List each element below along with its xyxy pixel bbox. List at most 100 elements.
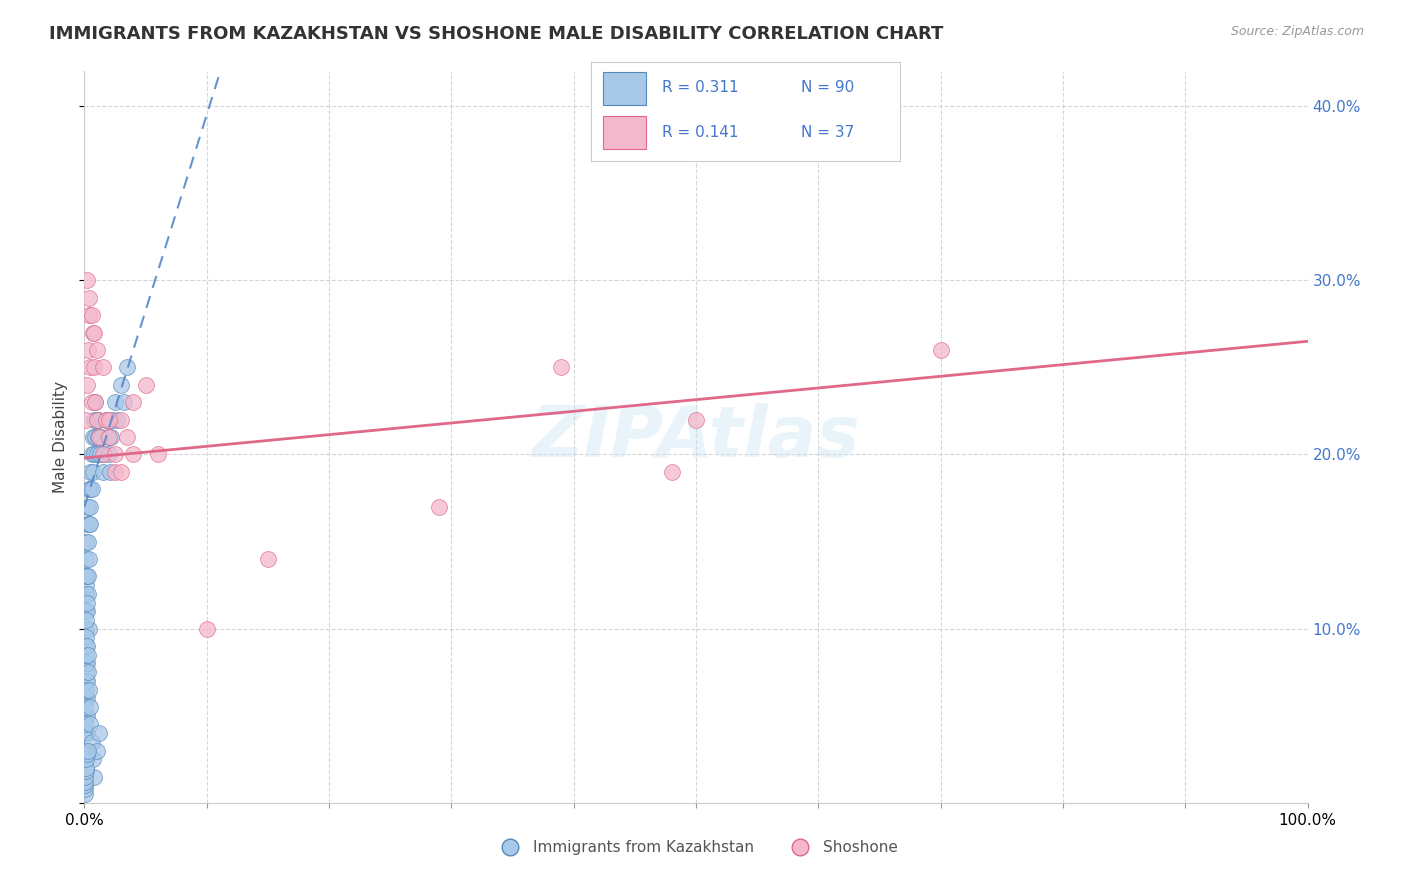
Point: [96, 412, 118, 426]
Point: [84, 395, 107, 409]
Point: [195, 622, 218, 636]
Point: [79, 517, 101, 532]
Point: [76, 691, 98, 706]
Point: [77, 587, 100, 601]
Point: [91, 448, 114, 462]
Point: [122, 448, 145, 462]
Point: [75, 682, 97, 697]
Point: [110, 412, 132, 426]
Point: [75, 569, 97, 583]
Point: [76, 639, 98, 653]
Point: [76, 726, 98, 740]
Point: [80, 735, 103, 749]
Bar: [603, 72, 647, 104]
Point: [82, 326, 104, 340]
Point: [75, 700, 97, 714]
Point: [75, 770, 97, 784]
Point: [550, 360, 572, 375]
Point: [929, 343, 952, 357]
Point: [83, 360, 105, 375]
Point: [97, 430, 120, 444]
Point: [73, 781, 96, 796]
Point: [135, 377, 157, 392]
Point: [97, 430, 120, 444]
Point: [104, 465, 127, 479]
Point: [86, 412, 108, 426]
Point: [76, 517, 98, 532]
Point: [76, 604, 98, 618]
Point: [75, 726, 97, 740]
Point: [77, 534, 100, 549]
Point: [80, 483, 103, 497]
Point: [112, 395, 135, 409]
Point: [84, 430, 107, 444]
Point: [75, 622, 97, 636]
Point: [77, 569, 100, 583]
Point: [91, 360, 114, 375]
Point: [75, 412, 97, 426]
Point: [75, 764, 97, 779]
Point: [104, 448, 127, 462]
Point: [75, 752, 97, 766]
Point: [100, 430, 122, 444]
Point: [75, 665, 97, 680]
Point: [76, 657, 98, 671]
Point: [83, 448, 105, 462]
Point: [75, 761, 97, 775]
Point: [79, 360, 101, 375]
Point: [75, 613, 97, 627]
Point: [86, 343, 108, 357]
Point: [75, 717, 97, 731]
Point: [77, 308, 100, 322]
Text: IMMIGRANTS FROM KAZAKHSTAN VS SHOSHONE MALE DISABILITY CORRELATION CHART: IMMIGRANTS FROM KAZAKHSTAN VS SHOSHONE M…: [49, 25, 943, 43]
Point: [76, 673, 98, 688]
Point: [76, 377, 98, 392]
Text: Source: ZipAtlas.com: Source: ZipAtlas.com: [1230, 25, 1364, 38]
Point: [146, 448, 169, 462]
Point: [427, 500, 450, 514]
Point: [76, 569, 98, 583]
Point: [75, 673, 97, 688]
Point: [76, 273, 98, 287]
Point: [86, 412, 108, 426]
Point: [115, 430, 138, 444]
Point: [87, 430, 110, 444]
Point: [97, 412, 120, 426]
Point: [77, 483, 100, 497]
Y-axis label: Male Disability: Male Disability: [53, 381, 69, 493]
Point: [76, 595, 98, 609]
Point: [90, 430, 112, 444]
Point: [75, 587, 97, 601]
Point: [73, 787, 96, 801]
Point: [77, 500, 100, 514]
Point: [105, 412, 128, 426]
Point: [79, 483, 101, 497]
Point: [75, 657, 97, 671]
Bar: [603, 117, 647, 149]
Point: [75, 631, 97, 645]
Point: [86, 448, 108, 462]
Point: [82, 465, 104, 479]
Text: N = 90: N = 90: [801, 80, 853, 95]
Point: [75, 552, 97, 566]
Point: [257, 552, 280, 566]
Point: [87, 412, 110, 426]
Point: [110, 465, 132, 479]
Point: [75, 639, 97, 653]
Point: [80, 448, 103, 462]
Point: [77, 517, 100, 532]
Point: [93, 448, 115, 462]
Point: [77, 665, 100, 680]
Point: [80, 395, 103, 409]
Point: [84, 395, 107, 409]
Point: [80, 308, 103, 322]
Legend: Immigrants from Kazakhstan, Shoshone: Immigrants from Kazakhstan, Shoshone: [488, 834, 904, 861]
Point: [82, 752, 104, 766]
Point: [661, 465, 683, 479]
Text: R = 0.141: R = 0.141: [662, 125, 738, 140]
Point: [79, 500, 101, 514]
Point: [101, 412, 124, 426]
Point: [75, 775, 97, 789]
Point: [77, 622, 100, 636]
Point: [97, 448, 120, 462]
